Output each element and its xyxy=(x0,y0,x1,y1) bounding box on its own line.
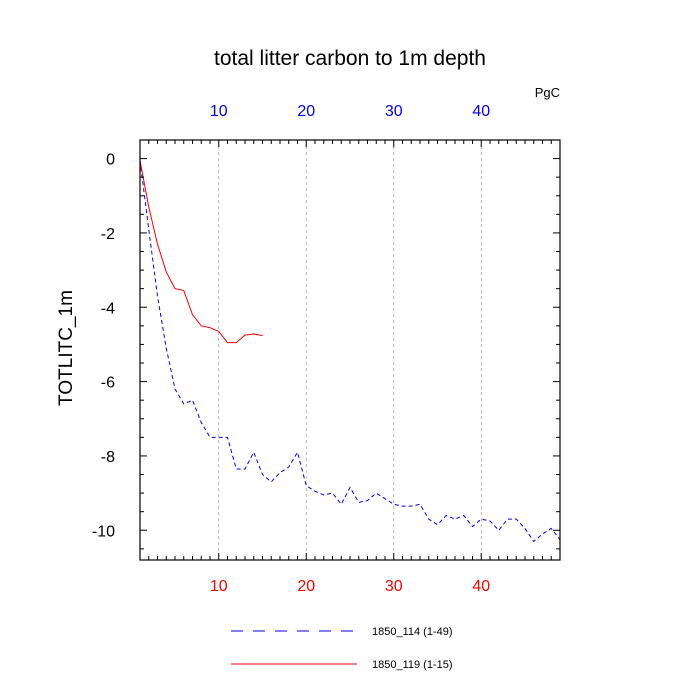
grid-lines xyxy=(218,140,482,560)
legend: 1850_114 (1-49) 1850_119 (1-15) xyxy=(231,626,453,671)
x-tick-label-top-30: 30 xyxy=(385,103,403,120)
chart-title: total litter carbon to 1m depth xyxy=(214,47,486,70)
plot-frame xyxy=(139,139,561,561)
y-tick-label-0: 0 xyxy=(106,152,115,169)
y-tick-label--2: -2 xyxy=(101,226,115,243)
x-tick-label-top-40: 40 xyxy=(472,103,490,120)
series-layer xyxy=(139,160,561,543)
axes: 10 10 20 20 30 30 40 40 0 -2 -4 -6 -8 -10 xyxy=(92,103,561,595)
x-tick-label-bottom-30: 30 xyxy=(385,578,403,595)
x-tick-label-bottom-40: 40 xyxy=(472,578,490,595)
series-line-1 xyxy=(139,160,561,543)
series-line-2 xyxy=(139,160,263,344)
legend-label-1: 1850_114 (1-49) xyxy=(372,626,453,638)
y-axis-label: TOTLITC_1m xyxy=(56,290,77,406)
legend-label-2: 1850_119 (1-15) xyxy=(372,659,453,671)
x-tick-label-top-20: 20 xyxy=(297,103,315,120)
units-label: PgC xyxy=(535,85,560,100)
x-tick-label-bottom-10: 10 xyxy=(210,578,228,595)
y-tick-label--6: -6 xyxy=(101,375,115,392)
y-tick-label--8: -8 xyxy=(101,449,115,466)
x-tick-label-bottom-20: 20 xyxy=(297,578,315,595)
x-tick-label-top-10: 10 xyxy=(210,103,228,120)
y-tick-label--4: -4 xyxy=(101,300,115,317)
y-tick-label--10: -10 xyxy=(92,523,115,540)
